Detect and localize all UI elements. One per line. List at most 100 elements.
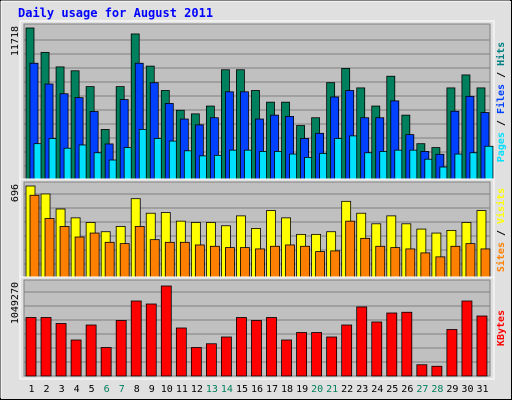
bar-kbytes-day-21 bbox=[326, 336, 338, 377]
x-label-day-28: 28 bbox=[431, 384, 443, 395]
x-label-day-8: 8 bbox=[134, 384, 140, 395]
x-label-day-29: 29 bbox=[446, 384, 458, 395]
bar-sites-day-16 bbox=[255, 248, 265, 279]
x-label-day-16: 16 bbox=[251, 384, 263, 395]
bar-kbytes-day-31 bbox=[476, 315, 488, 377]
bar-kbytes-day-25 bbox=[386, 312, 398, 377]
legend-middle: Sites / Visits bbox=[495, 188, 507, 272]
x-label-day-17: 17 bbox=[266, 384, 278, 395]
bar-pages-day-31 bbox=[484, 145, 494, 181]
bar-sites-day-21 bbox=[330, 250, 341, 279]
x-label-day-19: 19 bbox=[296, 384, 308, 395]
y-max-label: 696 bbox=[10, 184, 21, 202]
bar-sites-day-4 bbox=[74, 236, 85, 279]
x-label-day-5: 5 bbox=[89, 384, 95, 395]
bar-sites-day-23 bbox=[360, 237, 371, 279]
x-label-day-7: 7 bbox=[119, 384, 125, 395]
bar-sites-day-6 bbox=[104, 241, 115, 279]
bar-kbytes-day-5 bbox=[85, 324, 97, 377]
panel-bottom: 1049270 KBytes bbox=[10, 276, 507, 380]
bar-kbytes-day-3 bbox=[55, 323, 67, 377]
x-label-day-30: 30 bbox=[461, 384, 473, 395]
bar-sites-day-17 bbox=[270, 245, 280, 279]
x-axis-labels: 1 2 3 4 5 6 7 8 9 10 11 12 13 14 15 16 17 18 19 20 21 22 23 24 2… bbox=[29, 384, 489, 395]
bar-sites-day-26 bbox=[405, 248, 416, 279]
x-label-day-22: 22 bbox=[341, 384, 353, 395]
bar-sites-day-27 bbox=[420, 252, 431, 279]
x-label-day-15: 15 bbox=[236, 384, 248, 395]
bar-kbytes-day-7 bbox=[115, 320, 127, 377]
bar-kbytes-day-18 bbox=[281, 339, 292, 377]
bar-sites-day-11 bbox=[179, 241, 190, 279]
x-label-day-9: 9 bbox=[149, 384, 155, 395]
x-label-day-2: 2 bbox=[44, 384, 50, 395]
legend-item-kbytes: KBytes bbox=[496, 310, 507, 346]
panel-top: 11718 Pages / Files / Hits bbox=[10, 20, 507, 184]
bar-kbytes-day-24 bbox=[371, 321, 383, 377]
bar-sites-day-8 bbox=[134, 226, 145, 279]
x-label-day-1: 1 bbox=[29, 384, 35, 395]
bar-kbytes-day-30 bbox=[461, 300, 473, 377]
bar-sites-day-2 bbox=[44, 218, 55, 279]
x-label-day-31: 31 bbox=[476, 384, 488, 395]
bar-kbytes-day-26 bbox=[401, 311, 413, 377]
x-label-day-18: 18 bbox=[281, 384, 293, 395]
legend-item-files: Files bbox=[495, 84, 507, 114]
bar-sites-day-14 bbox=[225, 247, 235, 279]
bar-kbytes-day-11 bbox=[175, 327, 187, 377]
y-max-label: 1049270 bbox=[10, 282, 21, 324]
bar-sites-day-30 bbox=[465, 243, 476, 279]
legend-bottom: KBytes bbox=[496, 310, 507, 346]
x-label-day-10: 10 bbox=[161, 384, 173, 395]
x-label-day-23: 23 bbox=[356, 384, 368, 395]
bar-kbytes-day-1 bbox=[25, 317, 37, 377]
bar-sites-day-3 bbox=[59, 226, 70, 279]
bar-sites-day-24 bbox=[375, 245, 386, 279]
bar-sites-day-10 bbox=[164, 241, 175, 279]
legend-separator: / bbox=[496, 114, 507, 132]
bar-kbytes-day-16 bbox=[251, 320, 262, 377]
bar-kbytes-day-4 bbox=[70, 339, 82, 377]
bar-kbytes-day-8 bbox=[130, 300, 142, 377]
bar-sites-day-31 bbox=[480, 248, 491, 279]
bar-kbytes-day-12 bbox=[190, 347, 202, 377]
bar-sites-day-9 bbox=[149, 239, 160, 279]
legend-item-pages: Pages bbox=[496, 132, 507, 162]
x-label-day-4: 4 bbox=[74, 384, 80, 395]
bar-kbytes-day-6 bbox=[100, 347, 112, 377]
bar-sites-day-5 bbox=[89, 232, 100, 279]
x-label-day-12: 12 bbox=[191, 384, 203, 395]
bar-kbytes-day-22 bbox=[341, 324, 353, 377]
bar-kbytes-day-19 bbox=[296, 332, 307, 377]
x-label-day-20: 20 bbox=[311, 384, 323, 395]
bar-sites-day-15 bbox=[240, 247, 250, 279]
bar-sites-day-19 bbox=[300, 245, 310, 279]
bar-kbytes-day-20 bbox=[311, 332, 323, 377]
bar-kbytes-day-17 bbox=[266, 317, 277, 377]
legend-item-hits: Hits bbox=[495, 42, 507, 66]
bar-sites-day-25 bbox=[390, 247, 401, 279]
bar-kbytes-day-9 bbox=[145, 303, 157, 377]
bar-kbytes-day-29 bbox=[446, 329, 458, 377]
bar-kbytes-day-2 bbox=[40, 317, 52, 377]
bar-sites-day-22 bbox=[345, 220, 356, 279]
x-label-day-25: 25 bbox=[386, 384, 398, 395]
bar-kbytes-day-23 bbox=[356, 306, 368, 377]
panel-middle: 696 Sites / Visits bbox=[10, 178, 507, 282]
x-label-day-13: 13 bbox=[206, 384, 218, 395]
x-label-day-3: 3 bbox=[59, 384, 65, 395]
x-label-day-21: 21 bbox=[326, 384, 338, 395]
bar-sites-day-20 bbox=[315, 251, 326, 279]
x-label-day-27: 27 bbox=[416, 384, 428, 395]
x-label-day-11: 11 bbox=[176, 384, 188, 395]
x-label-day-24: 24 bbox=[371, 384, 383, 395]
bar-kbytes-day-28 bbox=[431, 365, 443, 377]
x-label-day-26: 26 bbox=[401, 384, 413, 395]
legend-separator: / bbox=[496, 224, 507, 242]
bar-sites-day-12 bbox=[194, 244, 205, 279]
bar-sites-day-13 bbox=[209, 245, 220, 279]
bar-kbytes-day-27 bbox=[416, 364, 428, 377]
